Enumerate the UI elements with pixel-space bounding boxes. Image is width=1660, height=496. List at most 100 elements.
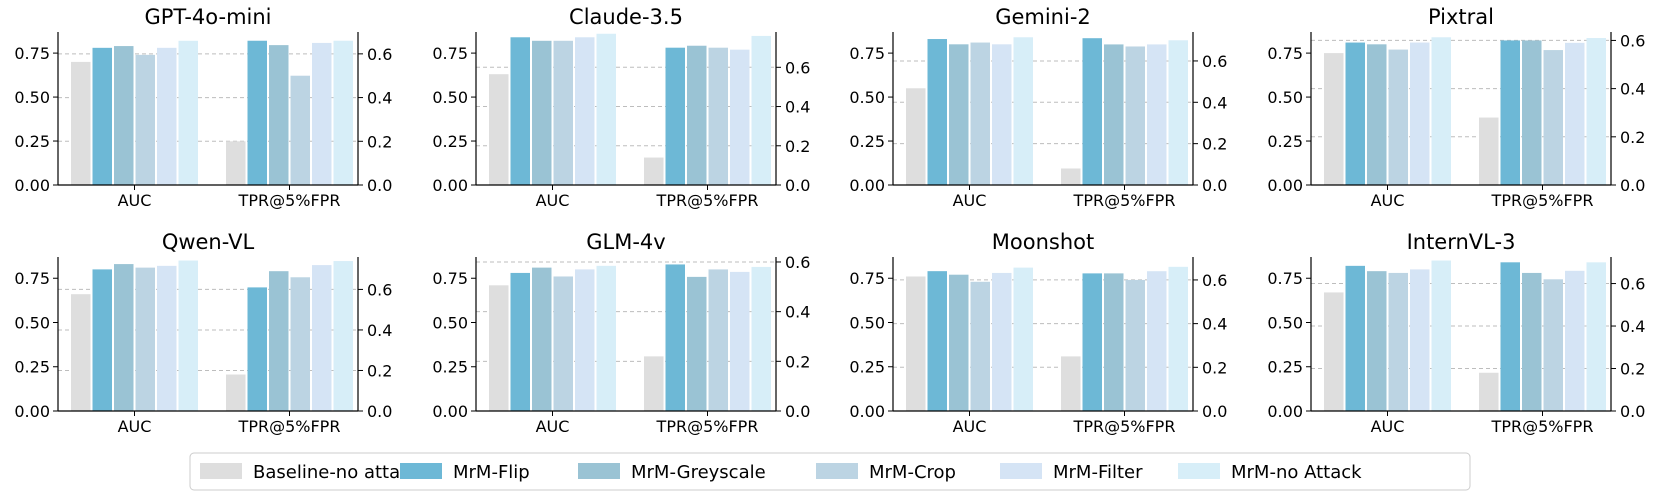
right-tick-label: 0.0 — [367, 402, 392, 421]
panel-title: Qwen-VL — [162, 230, 255, 254]
chart-panel: 0.00 0.25 0.50 0.75 0.0 0.2 0.4 0.6 AUC TPR@5%FPR… — [849, 230, 1227, 436]
bar — [247, 287, 267, 411]
bar — [312, 265, 332, 411]
left-tick-label: 0.50 — [432, 88, 468, 107]
bar — [992, 44, 1012, 185]
bar — [1543, 50, 1563, 186]
bar — [71, 61, 91, 185]
category-label: TPR@5%FPR — [238, 191, 341, 210]
bar — [1479, 117, 1499, 185]
bar — [906, 276, 926, 411]
right-tick-label: 0.4 — [367, 321, 392, 340]
category-label: AUC — [118, 191, 152, 210]
category-label: AUC — [1371, 191, 1405, 210]
right-tick-label: 0.6 — [1620, 31, 1645, 50]
left-tick-label: 0.00 — [432, 402, 468, 421]
right-tick-label: 0.6 — [1620, 275, 1645, 294]
bar — [269, 271, 289, 411]
bar — [1324, 53, 1344, 185]
bar — [247, 40, 267, 185]
left-tick-label: 0.00 — [849, 176, 885, 195]
left-tick-label: 0.50 — [432, 313, 468, 332]
bar — [906, 88, 926, 185]
left-tick-label: 0.75 — [849, 44, 885, 63]
bar — [1431, 37, 1451, 185]
bar — [178, 40, 198, 185]
bar — [510, 37, 530, 185]
category-label: AUC — [536, 417, 570, 436]
right-tick-label: 0.2 — [1202, 135, 1227, 154]
bar — [269, 45, 289, 185]
right-tick-label: 0.6 — [1202, 52, 1227, 71]
bar — [1168, 40, 1188, 186]
bar — [532, 267, 552, 411]
bar — [644, 157, 664, 185]
legend-label: MrM-Flip — [453, 462, 530, 483]
right-tick-label: 0.4 — [1620, 80, 1645, 99]
right-tick-label: 0.4 — [785, 303, 810, 322]
left-tick-label: 0.00 — [432, 176, 468, 195]
bar — [553, 276, 573, 411]
right-tick-label: 0.6 — [785, 253, 810, 272]
right-tick-label: 0.2 — [785, 352, 810, 371]
bar — [927, 39, 947, 185]
left-tick-label: 0.25 — [849, 358, 885, 377]
bar — [575, 37, 595, 185]
category-label: TPR@5%FPR — [656, 191, 759, 210]
legend-label: MrM-Filter — [1053, 462, 1143, 483]
bar — [708, 269, 728, 411]
category-label: TPR@5%FPR — [1491, 191, 1594, 210]
bar — [970, 42, 990, 185]
bar — [1543, 279, 1563, 411]
bar — [92, 269, 112, 411]
bar — [992, 272, 1012, 411]
legend-label: MrM-no Attack — [1231, 462, 1362, 483]
bar — [135, 54, 155, 186]
left-tick-label: 0.75 — [849, 269, 885, 288]
right-tick-label: 0.2 — [367, 132, 392, 151]
bar — [1500, 262, 1520, 411]
panel-title: Gemini-2 — [995, 5, 1091, 29]
chart-panel: 0.00 0.25 0.50 0.75 0.0 0.2 0.4 0.6 AUC TPR@5%FPR… — [1267, 5, 1645, 210]
left-tick-label: 0.50 — [1267, 88, 1303, 107]
bar — [665, 47, 685, 185]
category-label: TPR@5%FPR — [656, 417, 759, 436]
bar — [1082, 38, 1102, 186]
left-tick-label: 0.00 — [849, 402, 885, 421]
panel-title: Claude-3.5 — [569, 5, 683, 29]
left-tick-label: 0.50 — [14, 313, 50, 332]
bar — [1522, 272, 1542, 411]
legend-swatch — [816, 463, 858, 479]
right-tick-label: 0.2 — [1202, 358, 1227, 377]
bar — [1013, 37, 1033, 185]
bar — [1147, 271, 1167, 411]
chart-panel: 0.00 0.25 0.50 0.75 0.0 0.2 0.4 0.6 AUC TPR@5%FPR… — [14, 5, 392, 210]
bar — [510, 272, 530, 411]
bar — [312, 42, 332, 185]
bar — [157, 47, 177, 185]
bar — [1388, 49, 1408, 185]
bar — [71, 294, 91, 411]
bar — [970, 281, 990, 411]
bar — [1061, 356, 1081, 411]
right-tick-label: 0.0 — [1620, 176, 1645, 195]
right-tick-label: 0.2 — [367, 361, 392, 380]
chart-panels: 0.00 0.25 0.50 0.75 0.0 0.2 0.4 0.6 AUC TPR@5%FPR… — [14, 5, 1645, 436]
chart-panel: 0.00 0.25 0.50 0.75 0.0 0.2 0.4 0.6 AUC TPR@5%FPR… — [432, 230, 810, 436]
bar — [1345, 42, 1365, 185]
left-tick-label: 0.75 — [432, 269, 468, 288]
bar — [665, 264, 685, 411]
category-label: AUC — [953, 191, 987, 210]
left-tick-label: 0.25 — [14, 358, 50, 377]
bar — [489, 74, 509, 185]
panel-title: GLM-4v — [586, 230, 665, 254]
category-label: AUC — [536, 191, 570, 210]
bar — [1104, 44, 1124, 185]
bar — [1410, 269, 1430, 411]
bar — [1061, 168, 1081, 185]
left-tick-label: 0.25 — [14, 132, 50, 151]
bar — [575, 269, 595, 411]
left-tick-label: 0.75 — [14, 269, 50, 288]
left-tick-label: 0.75 — [432, 44, 468, 63]
